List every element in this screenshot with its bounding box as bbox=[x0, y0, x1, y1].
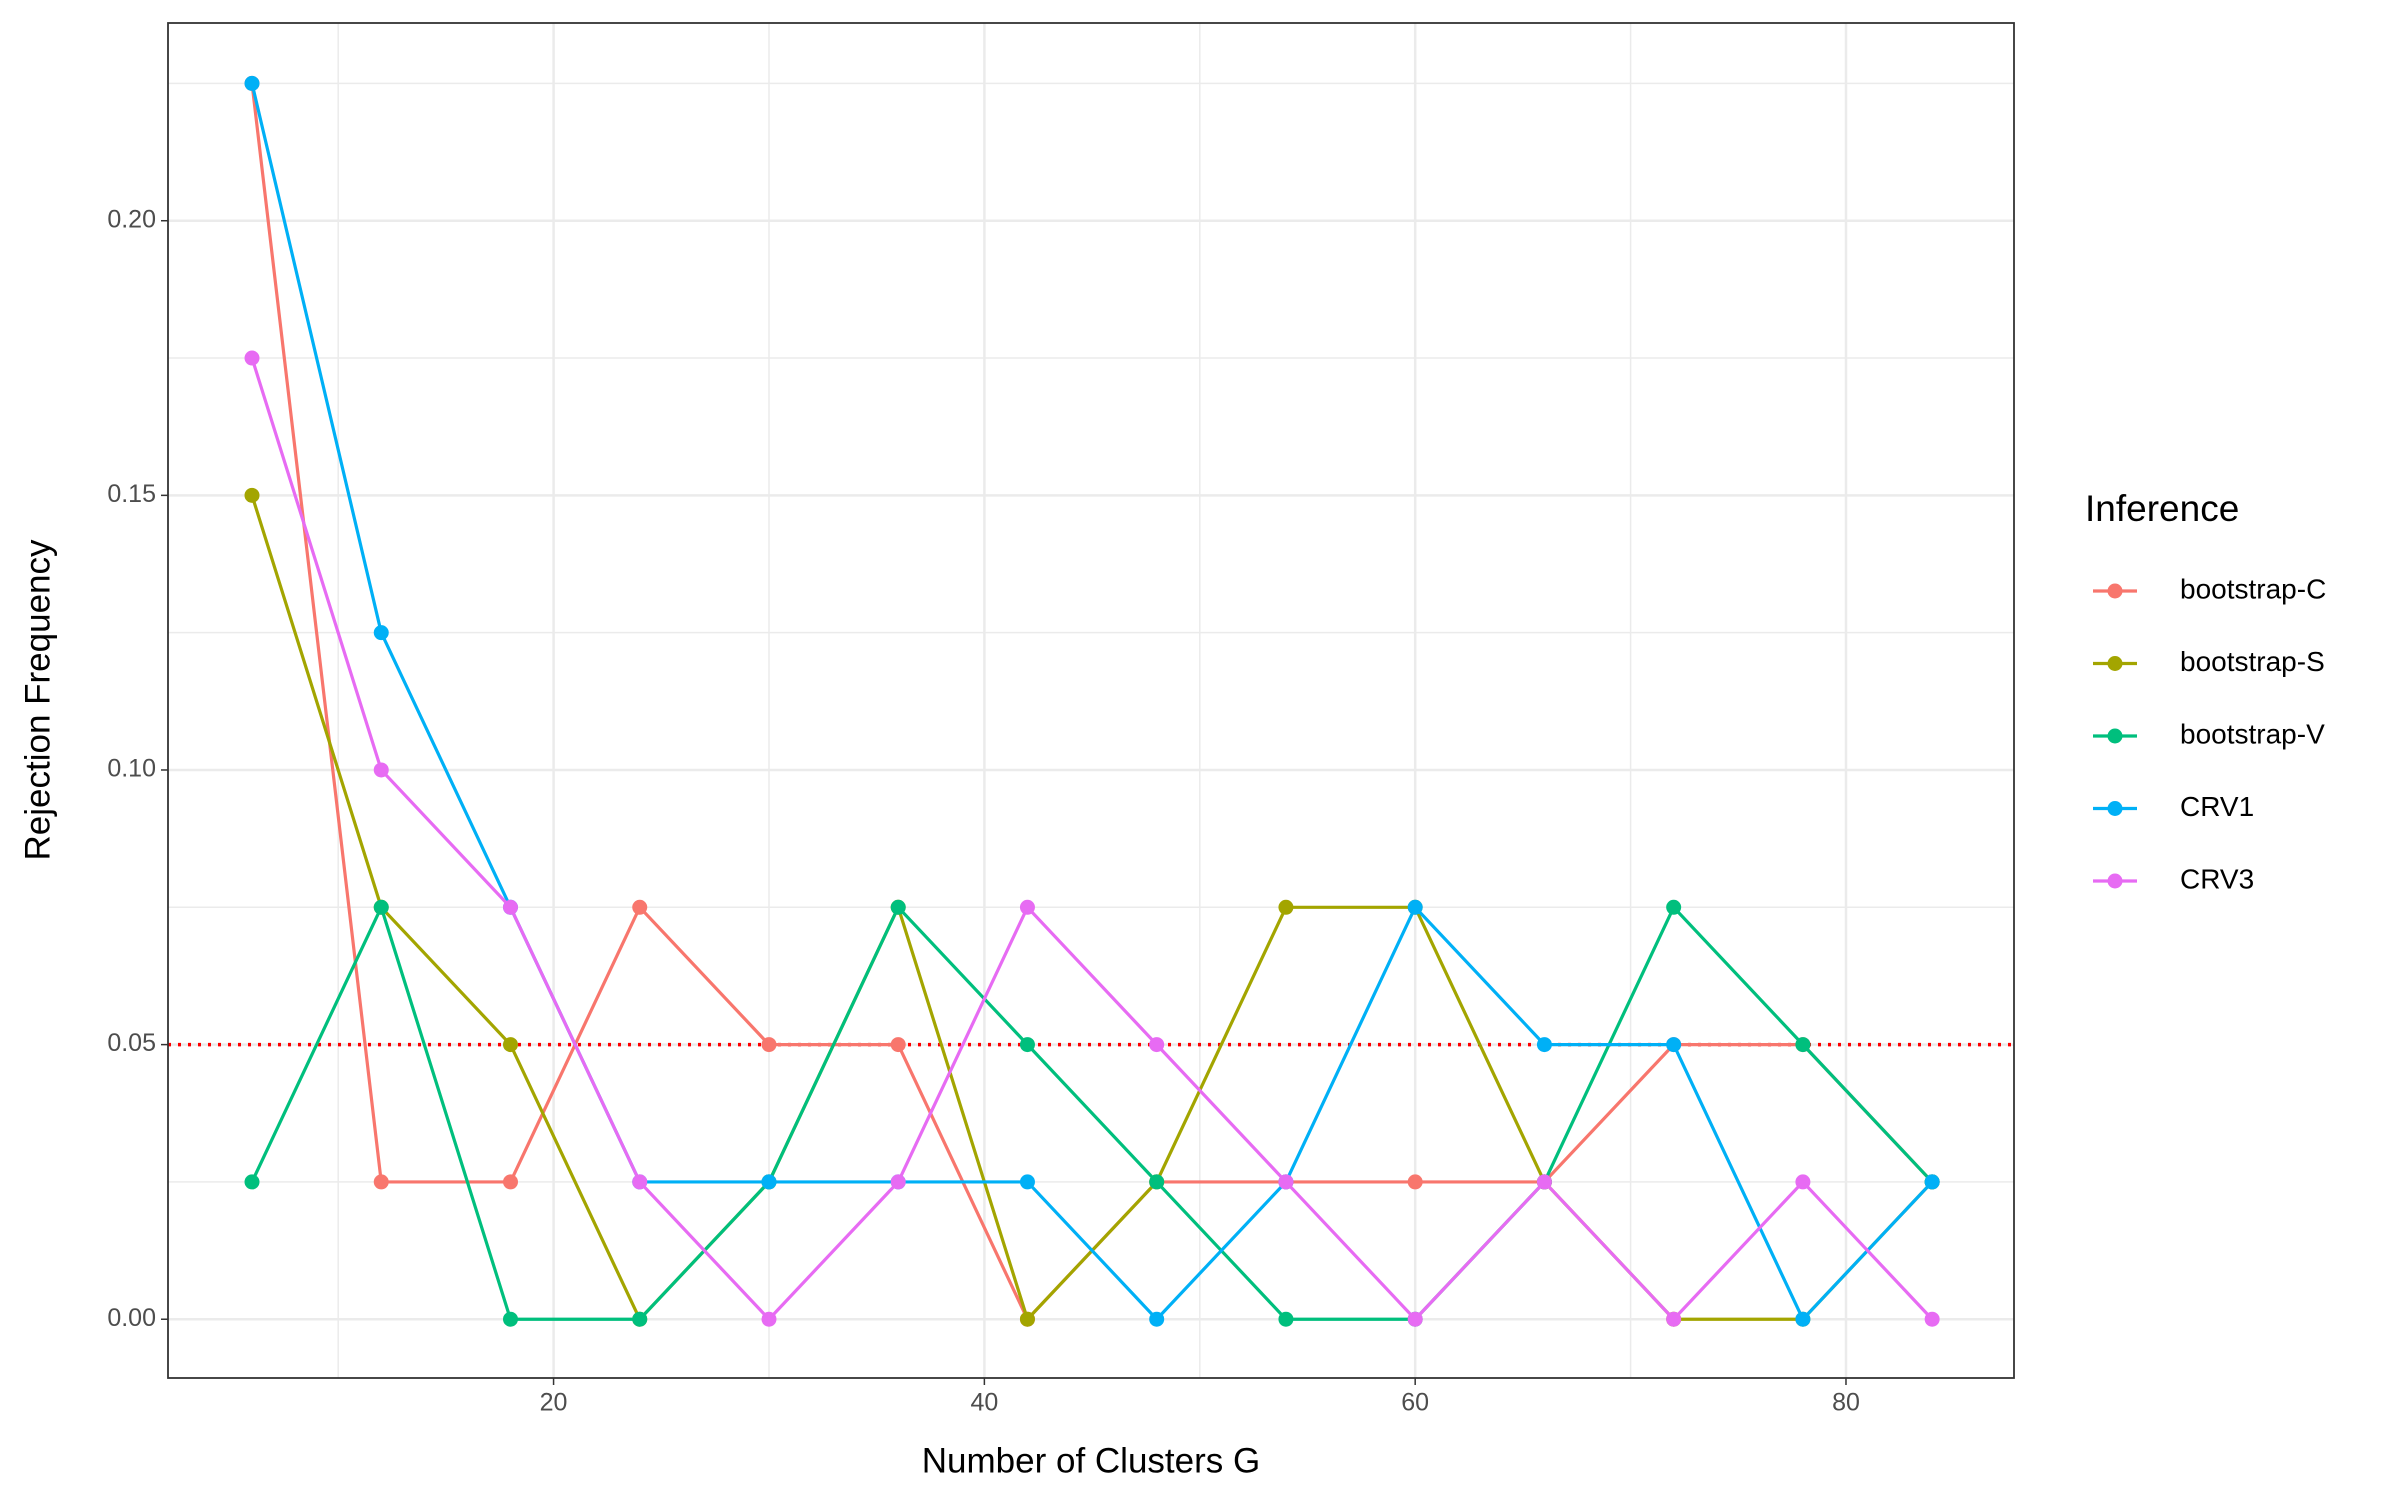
data-point bbox=[890, 1037, 906, 1053]
data-point bbox=[761, 1174, 777, 1190]
data-point bbox=[1278, 899, 1294, 915]
data-point bbox=[1149, 1174, 1165, 1190]
series-line bbox=[250, 83, 1934, 1323]
data-point bbox=[502, 1174, 518, 1190]
data-point bbox=[1407, 899, 1423, 915]
plot-border bbox=[167, 22, 2015, 1379]
data-point bbox=[761, 1311, 777, 1327]
legend-label: CRV3 bbox=[2180, 863, 2254, 894]
y-tick-label: 0.00 bbox=[107, 1304, 156, 1332]
data-point bbox=[1536, 1174, 1552, 1190]
legend-key-point bbox=[2107, 801, 2123, 816]
data-point bbox=[1407, 1174, 1423, 1190]
x-axis-title: Number of Clusters G bbox=[922, 1441, 1260, 1480]
data-point bbox=[1666, 1037, 1682, 1053]
data-point bbox=[244, 350, 260, 366]
data-point bbox=[1795, 1174, 1811, 1190]
legend-label: bootstrap-C bbox=[2180, 573, 2326, 604]
legend-key-point bbox=[2107, 583, 2123, 599]
data-point bbox=[1278, 1174, 1294, 1190]
y-tick-label: 0.20 bbox=[107, 205, 156, 233]
x-tick-label: 60 bbox=[1401, 1389, 1429, 1417]
data-point bbox=[373, 625, 389, 641]
series-line bbox=[250, 83, 1934, 1323]
legend-label: bootstrap-V bbox=[2180, 718, 2325, 749]
x-tick-label: 80 bbox=[1832, 1389, 1860, 1417]
data-point bbox=[1924, 1311, 1940, 1327]
data-point bbox=[1149, 1037, 1165, 1053]
data-point bbox=[1278, 1311, 1294, 1327]
y-axis-title: Rejection Frequency bbox=[18, 539, 57, 860]
data-point bbox=[244, 487, 260, 503]
legend-label: CRV1 bbox=[2180, 791, 2254, 822]
data-point bbox=[1019, 899, 1035, 915]
data-point bbox=[1924, 1174, 1940, 1190]
x-tick-label: 40 bbox=[970, 1389, 998, 1417]
y-tick-label: 0.10 bbox=[107, 755, 156, 783]
legend-key-point bbox=[2107, 656, 2123, 671]
data-point bbox=[502, 899, 518, 915]
data-point bbox=[244, 75, 260, 91]
data-point bbox=[373, 899, 389, 915]
data-point bbox=[1019, 1174, 1035, 1190]
data-point bbox=[1666, 899, 1682, 915]
series-line bbox=[250, 357, 1934, 1322]
data-point bbox=[373, 1174, 389, 1190]
x-tick-label: 20 bbox=[540, 1389, 568, 1417]
data-point bbox=[890, 1174, 906, 1190]
data-point bbox=[502, 1037, 518, 1053]
data-point bbox=[632, 1311, 648, 1327]
data-point bbox=[373, 762, 389, 778]
data-point bbox=[1536, 1037, 1552, 1053]
data-point bbox=[632, 1174, 648, 1190]
data-point bbox=[1666, 1311, 1682, 1327]
data-point bbox=[761, 1037, 777, 1053]
series-line bbox=[250, 902, 1934, 1321]
data-point bbox=[1149, 1311, 1165, 1327]
data-point bbox=[1407, 1311, 1423, 1327]
y-tick-label: 0.15 bbox=[107, 480, 156, 508]
data-point bbox=[1019, 1311, 1035, 1327]
data-point bbox=[1795, 1037, 1811, 1053]
legend-label: bootstrap-S bbox=[2180, 646, 2325, 677]
y-tick-label: 0.05 bbox=[107, 1029, 156, 1057]
data-point bbox=[1795, 1311, 1811, 1327]
legend-key-point bbox=[2107, 873, 2123, 889]
data-point bbox=[1019, 1037, 1035, 1053]
data-point bbox=[632, 899, 648, 915]
data-point bbox=[890, 899, 906, 915]
legend-key-point bbox=[2107, 728, 2123, 744]
data-point bbox=[244, 1174, 260, 1190]
data-point bbox=[502, 1311, 518, 1327]
legend-title: Inference bbox=[2085, 488, 2239, 529]
